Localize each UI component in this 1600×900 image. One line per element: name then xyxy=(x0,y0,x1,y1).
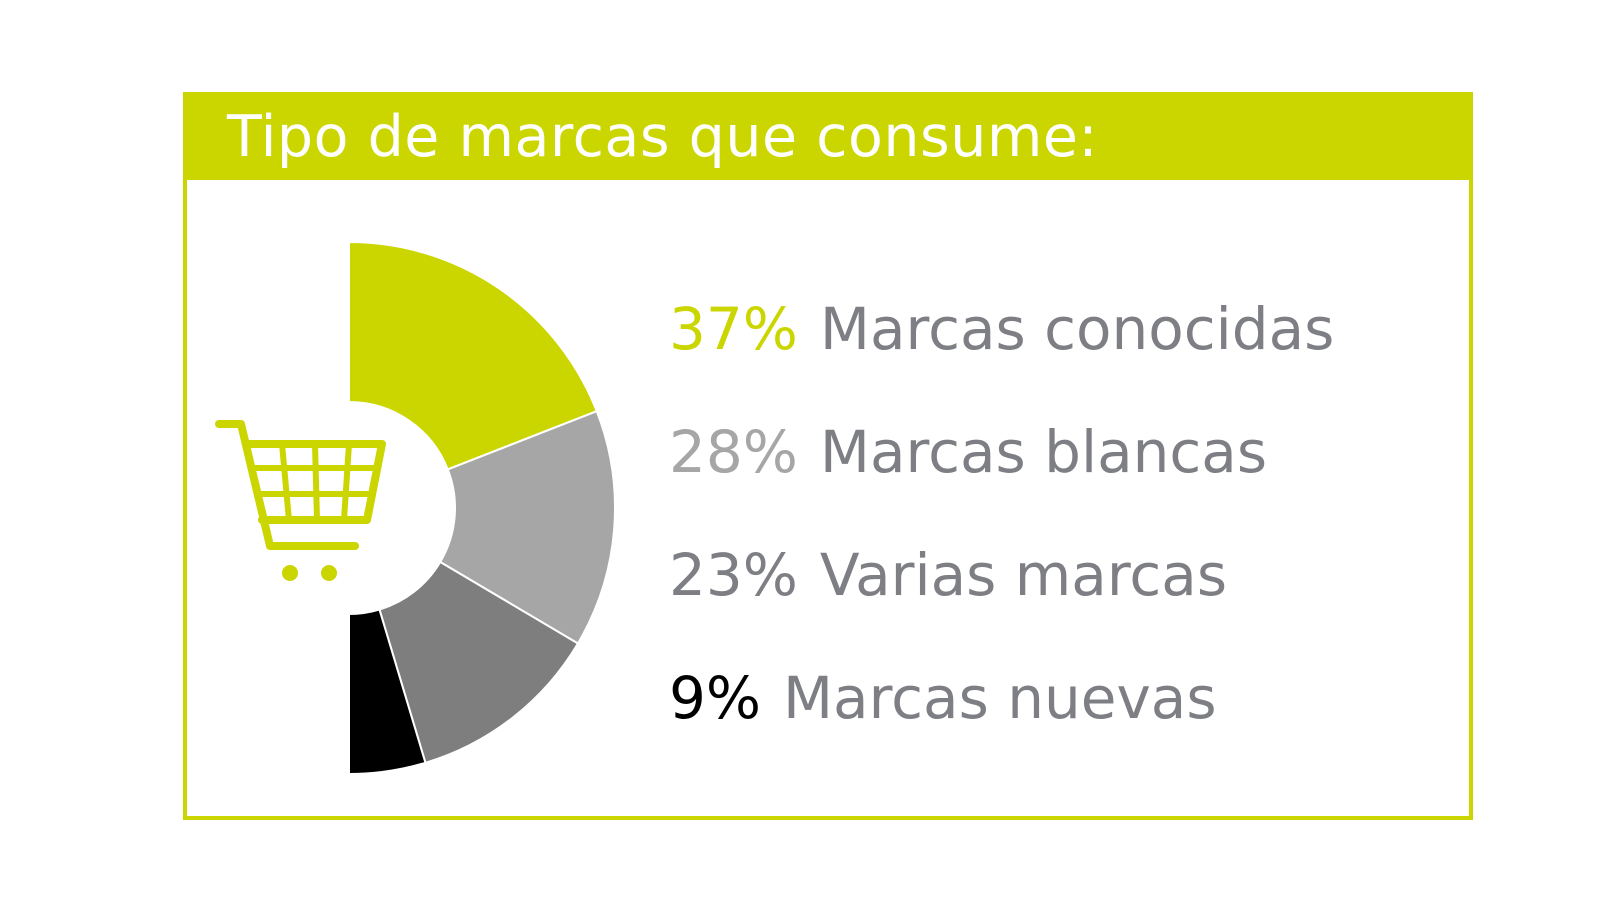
donut-chart xyxy=(215,240,616,776)
pie-slice-marcas-blancas xyxy=(438,409,616,645)
legend-percent: 28% xyxy=(669,418,798,486)
legend-label: Marcas nuevas xyxy=(783,664,1217,732)
pie-slice-varias-marcas xyxy=(378,560,580,765)
legend-item: 9% Marcas nuevas xyxy=(669,637,1334,760)
legend: 37% Marcas conocidas 28% Marcas blancas 23… xyxy=(669,268,1334,760)
chart-slices xyxy=(348,240,616,776)
pie-slice-marcas-nuevas xyxy=(348,608,427,776)
legend-item: 28% Marcas blancas xyxy=(669,391,1334,514)
shopping-cart-icon xyxy=(215,420,386,581)
legend-label: Varias marcas xyxy=(819,541,1228,609)
legend-item: 37% Marcas conocidas xyxy=(669,268,1334,391)
legend-percent: 23% xyxy=(669,541,798,609)
legend-item: 23% Varias marcas xyxy=(669,514,1334,637)
pie-slice-marcas-conocidas xyxy=(348,240,599,471)
legend-label: Marcas blancas xyxy=(819,418,1268,486)
card-header: Tipo de marcas que consume: xyxy=(187,96,1469,180)
legend-label: Marcas conocidas xyxy=(819,295,1335,363)
infographic-card: Tipo de marcas que consume: 37% Marcas co… xyxy=(183,92,1473,820)
legend-percent: 37% xyxy=(669,295,798,363)
chart-title: Tipo de marcas que consume: xyxy=(227,104,1099,170)
legend-percent: 9% xyxy=(669,664,762,732)
